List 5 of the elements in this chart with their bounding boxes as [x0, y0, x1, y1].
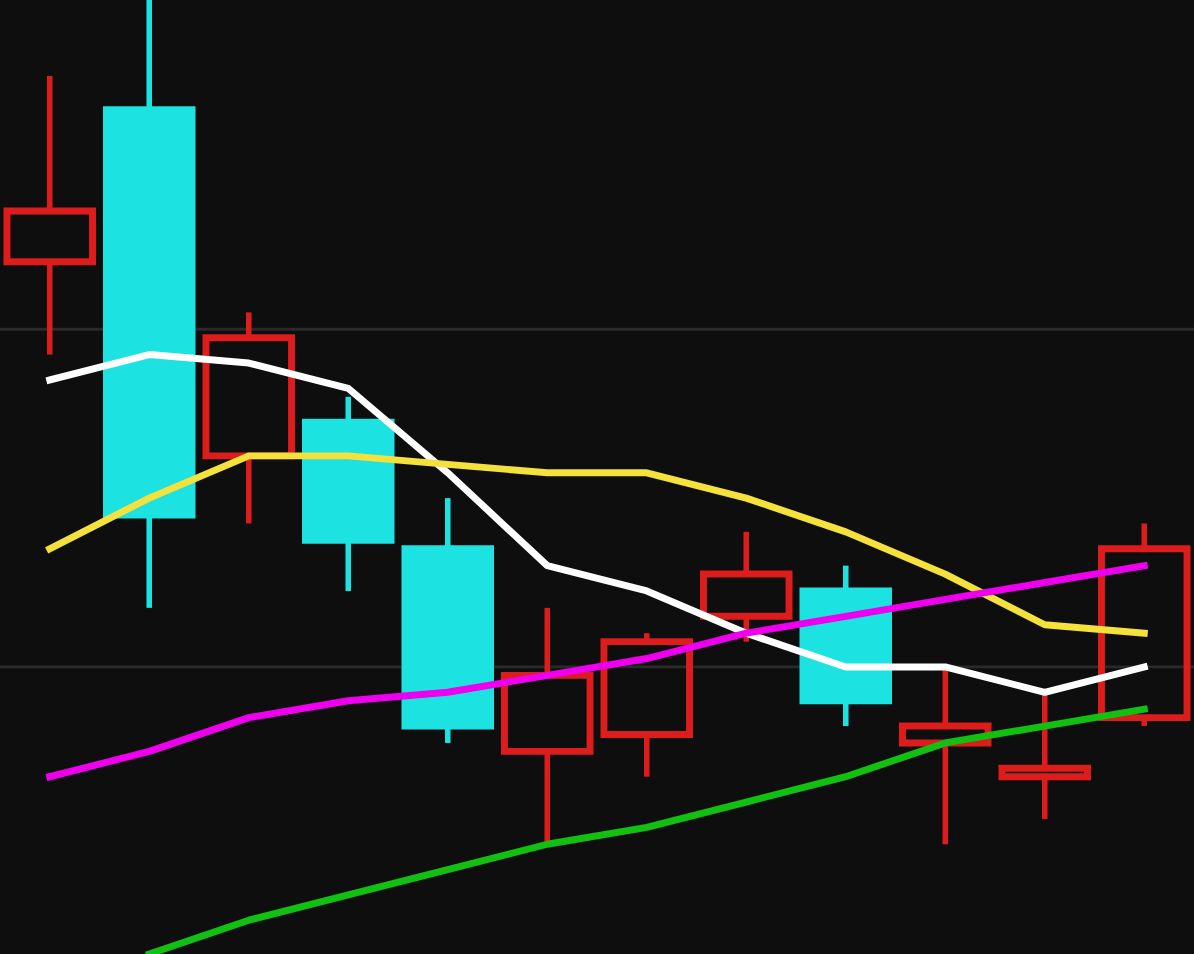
candlestick — [103, 0, 196, 611]
candlestick — [302, 394, 395, 594]
candlestick — [3, 73, 97, 358]
candlestick — [998, 689, 1092, 822]
candlestick — [700, 529, 793, 645]
